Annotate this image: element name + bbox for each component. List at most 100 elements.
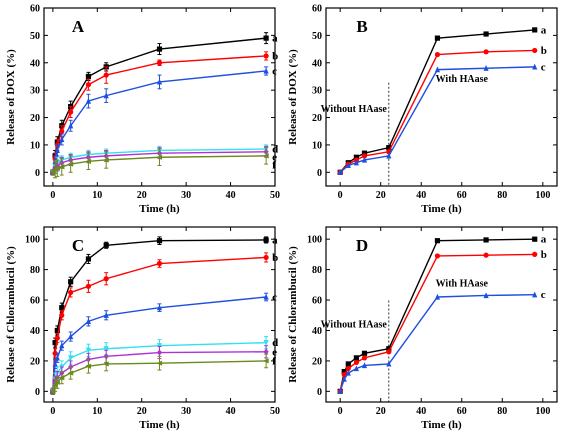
series-label-c: c — [541, 289, 546, 301]
y-axis-title: Release of Chlorambucil (%) — [5, 246, 17, 383]
data-point — [434, 66, 441, 73]
data-point — [156, 238, 163, 244]
data-point — [345, 365, 351, 372]
x-tick-label: 60 — [457, 190, 467, 201]
x-tick-label: 60 — [457, 406, 467, 417]
series-f: f — [49, 147, 276, 179]
series-label-b: b — [272, 252, 278, 264]
x-tick-label: 20 — [137, 190, 147, 201]
y-tick-label: 40 — [30, 58, 40, 69]
data-point — [156, 304, 163, 311]
x-tick-label: 100 — [535, 190, 550, 201]
plot-frame — [43, 7, 276, 187]
y-tick-label: 0 — [35, 168, 40, 179]
data-point — [341, 375, 347, 382]
data-point — [103, 312, 109, 318]
series-c: c — [50, 65, 277, 176]
data-point — [59, 128, 65, 134]
data-point — [386, 360, 392, 367]
x-axis-title: Time (h) — [139, 419, 180, 431]
chart-panel-b: 0 20 40 60 80 100 0 10 20 30 40 50 60 Time (h) Release… — [287, 4, 558, 215]
x-tick-label: 30 — [181, 190, 191, 201]
data-point — [263, 348, 269, 355]
data-point — [532, 27, 538, 33]
data-point — [85, 256, 92, 262]
data-point — [103, 276, 109, 282]
x-tick-label: 80 — [497, 190, 507, 201]
data-point — [386, 346, 392, 352]
x-tick-label: 40 — [416, 190, 426, 201]
data-point — [54, 379, 60, 385]
data-point — [353, 159, 359, 166]
x-tick-label: 20 — [137, 406, 147, 417]
data-point — [263, 254, 269, 261]
annotation-with-haase: With HAase — [436, 74, 489, 85]
data-point — [68, 333, 74, 340]
data-point — [102, 157, 109, 163]
x-tick-label: 50 — [270, 190, 280, 201]
x-tick-label: 10 — [92, 406, 102, 417]
data-point — [85, 158, 92, 164]
data-point — [483, 292, 489, 299]
series-label-c: c — [272, 65, 277, 77]
y-tick-label: 10 — [312, 140, 322, 151]
chart-panel-d: 0 20 40 60 80 100 0 20 40 60 80 100 Time (h) Release … — [287, 226, 558, 431]
series-label-b: b — [541, 45, 547, 57]
data-point — [337, 169, 343, 175]
y-tick-label: 50 — [312, 31, 322, 42]
data-point — [361, 362, 368, 369]
data-point — [102, 361, 109, 367]
y-tick-label: 0 — [35, 387, 40, 398]
data-point — [59, 342, 65, 349]
data-point — [353, 365, 359, 372]
series-d: d — [50, 144, 278, 176]
annotation-without-haase: Without HAase — [321, 104, 388, 115]
data-point — [156, 349, 163, 356]
data-point — [353, 154, 359, 160]
series-label-d: d — [272, 337, 278, 349]
y-axis-title: Release of DOX (%) — [5, 49, 17, 145]
data-point — [532, 291, 538, 298]
data-point — [103, 242, 109, 248]
data-point — [59, 305, 65, 311]
data-point — [337, 388, 343, 394]
y-tick-label: 50 — [30, 31, 40, 42]
data-point — [361, 153, 368, 159]
y-tick-label: 60 — [30, 296, 40, 307]
series-label-e: e — [272, 346, 277, 358]
data-point — [156, 46, 163, 52]
series-label-a: a — [272, 33, 278, 45]
data-point — [52, 340, 58, 346]
data-point — [58, 164, 65, 170]
data-point — [156, 60, 163, 66]
series-label-c: c — [541, 61, 546, 73]
data-point — [361, 350, 368, 356]
y-tick-label: 80 — [312, 265, 322, 276]
series-line — [339, 238, 535, 392]
data-point — [345, 162, 351, 169]
x-tick-label: 80 — [497, 406, 507, 417]
data-point — [434, 253, 441, 259]
x-tick-label: 0 — [338, 406, 343, 417]
data-point — [345, 369, 351, 376]
data-point — [54, 327, 60, 334]
data-point — [345, 361, 351, 367]
series-label-a: a — [541, 24, 547, 36]
annotation-with-haase: With HAase — [436, 278, 489, 289]
data-point — [103, 72, 109, 78]
series-label-b: b — [541, 249, 547, 261]
x-tick-label: 30 — [181, 406, 191, 417]
data-point — [483, 65, 489, 71]
data-point — [263, 67, 269, 74]
data-point — [68, 355, 74, 362]
data-point — [156, 260, 163, 267]
data-point — [85, 73, 92, 80]
series-d: d — [50, 336, 278, 395]
data-point — [156, 78, 163, 85]
y-tick-label: 40 — [312, 58, 322, 69]
x-tick-label: 20 — [376, 406, 386, 417]
data-point — [361, 150, 368, 156]
series-label-d: d — [272, 144, 278, 156]
data-point — [361, 156, 368, 163]
